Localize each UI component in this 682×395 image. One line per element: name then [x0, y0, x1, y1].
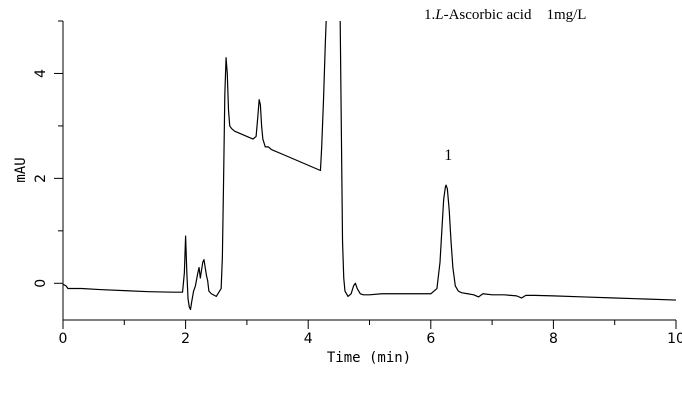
- axes: 0 2 4 6 8 10 0 2 4: [33, 20, 682, 347]
- annotation-suffix: -Ascorbic acid 1mg/L: [444, 7, 587, 23]
- x-tick-label: 4: [304, 331, 313, 347]
- compound-annotation: 1.L-Ascorbic acid 1mg/L: [424, 7, 586, 23]
- x-tick-label: 2: [181, 331, 190, 347]
- x-tick-label: 10: [667, 331, 682, 347]
- x-tick-label: 8: [549, 331, 558, 347]
- labels-group: Time (min) mAU 1.L-Ascorbic acid 1mg/L 1: [13, 7, 586, 366]
- y-axis-title: mAU: [13, 157, 29, 182]
- x-axis-title: Time (min): [327, 350, 411, 366]
- series-line: [63, 21, 676, 311]
- annotation-italic: L: [434, 7, 443, 23]
- x-tick-label: 6: [426, 331, 435, 347]
- y-tick-label: 0: [33, 279, 49, 288]
- y-tick-label: 2: [33, 174, 49, 183]
- y-tick-label: 4: [33, 69, 49, 78]
- trace-group: [63, 21, 676, 311]
- annotation-prefix: 1.: [424, 7, 435, 23]
- peak-label: 1: [444, 147, 452, 164]
- x-tick-label: 0: [59, 331, 68, 347]
